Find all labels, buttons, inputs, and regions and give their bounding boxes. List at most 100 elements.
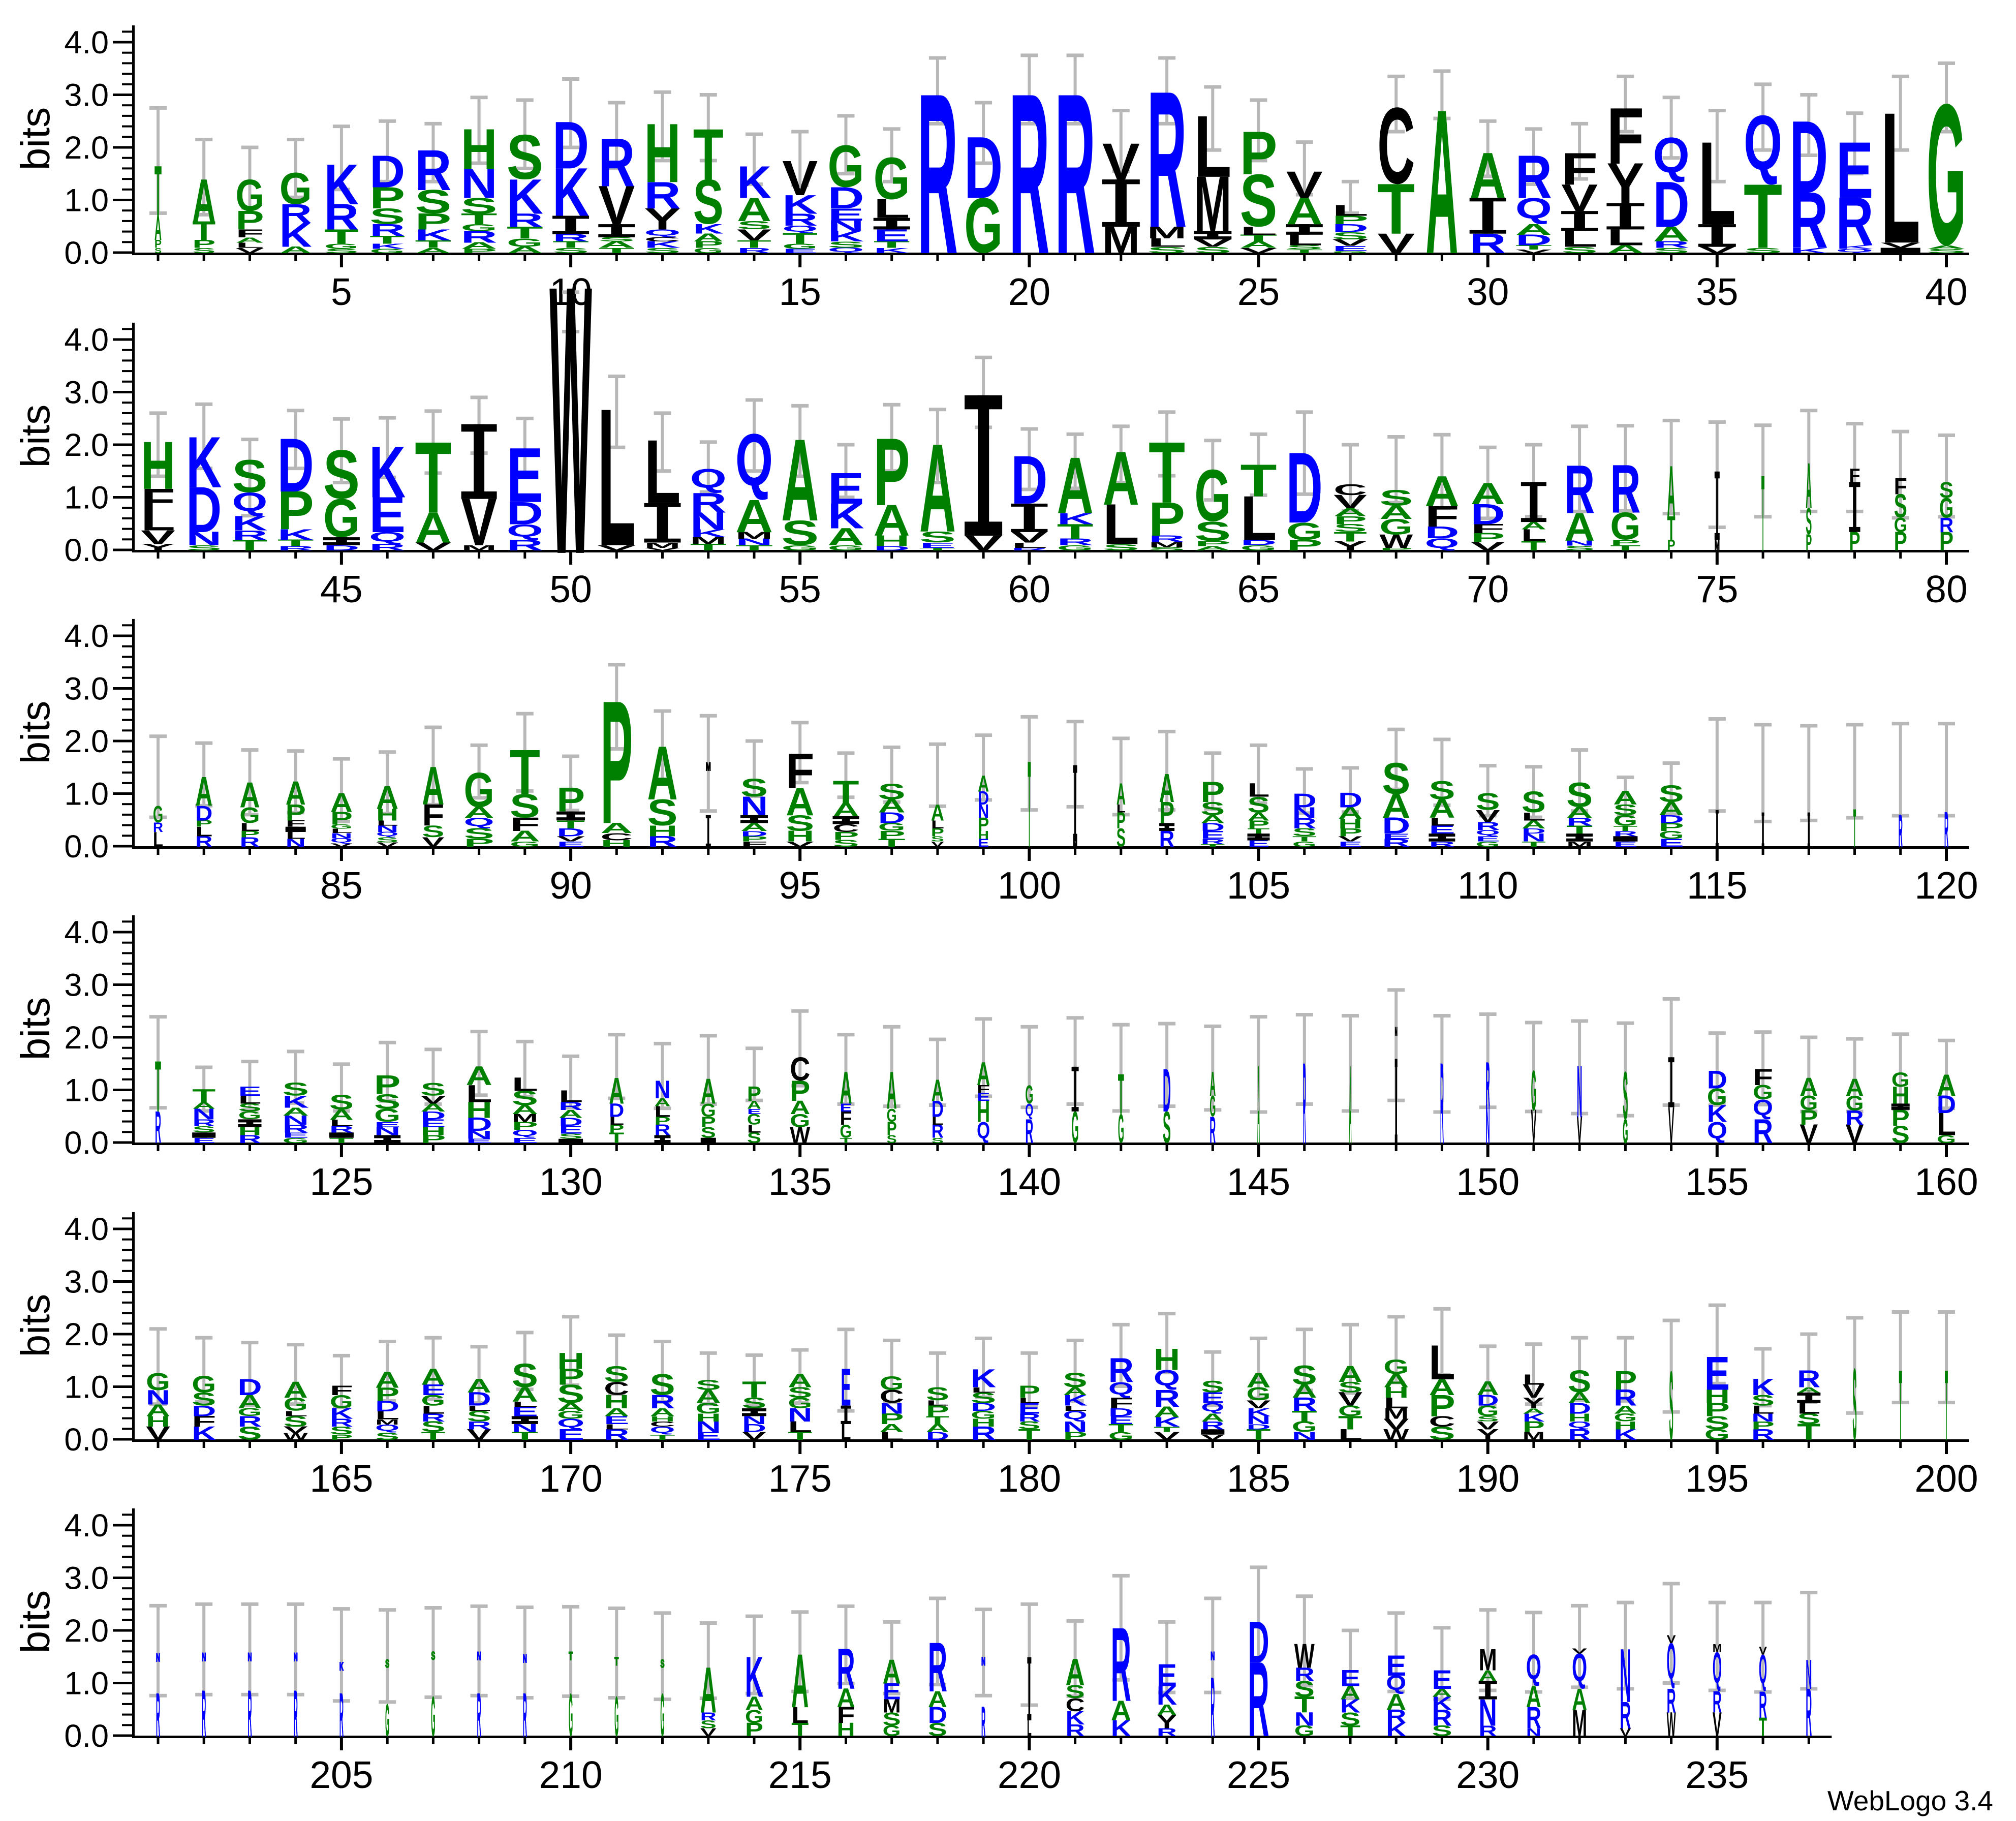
svg-text:T: T xyxy=(874,239,910,250)
svg-text:R: R xyxy=(1713,1685,1722,1719)
svg-text:G: G xyxy=(284,1394,308,1415)
svg-text:R: R xyxy=(1753,1113,1773,1151)
svg-text:E: E xyxy=(883,1679,901,1705)
svg-text:K: K xyxy=(1523,1411,1545,1424)
svg-text:170: 170 xyxy=(539,1457,603,1500)
svg-text:A: A xyxy=(791,1638,809,1724)
svg-text:205: 205 xyxy=(309,1753,373,1796)
svg-text:0.0: 0.0 xyxy=(64,1125,109,1161)
svg-text:N: N xyxy=(477,1650,481,1662)
svg-text:A: A xyxy=(832,799,859,821)
svg-text:A: A xyxy=(330,788,353,818)
svg-text:R: R xyxy=(1018,1411,1040,1424)
svg-text:1.0: 1.0 xyxy=(64,1666,109,1702)
svg-text:A: A xyxy=(146,1401,170,1420)
svg-text:S: S xyxy=(1338,1379,1362,1396)
svg-text:L: L xyxy=(604,1423,629,1431)
svg-text:Q: Q xyxy=(1201,1401,1224,1414)
svg-text:R: R xyxy=(239,835,260,850)
svg-text:F: F xyxy=(840,1108,852,1129)
svg-text:G: G xyxy=(696,1400,721,1417)
svg-text:T: T xyxy=(277,538,314,548)
svg-text:S: S xyxy=(1333,522,1367,534)
svg-text:L: L xyxy=(971,1386,996,1395)
svg-text:Q: Q xyxy=(827,246,864,253)
svg-text:E: E xyxy=(512,1136,538,1145)
svg-text:S: S xyxy=(696,1377,721,1393)
svg-text:S: S xyxy=(919,528,956,545)
svg-text:T: T xyxy=(1899,1351,1902,1462)
svg-text:K: K xyxy=(1751,1373,1775,1400)
svg-text:M: M xyxy=(1383,1405,1409,1423)
svg-text:N: N xyxy=(330,831,353,840)
svg-text:3.0: 3.0 xyxy=(64,1264,109,1300)
svg-text:E: E xyxy=(1476,835,1500,843)
svg-text:N: N xyxy=(1526,1726,1541,1739)
svg-text:4.0: 4.0 xyxy=(64,1212,109,1247)
svg-text:V: V xyxy=(737,226,771,244)
svg-text:N: N xyxy=(376,824,398,834)
svg-text:4.0: 4.0 xyxy=(64,25,109,60)
svg-text:Q: Q xyxy=(1386,1671,1406,1694)
svg-text:H: H xyxy=(1891,1082,1910,1109)
svg-text:T: T xyxy=(690,542,727,552)
svg-text:S: S xyxy=(284,1413,308,1430)
svg-text:R: R xyxy=(280,198,312,229)
svg-text:T: T xyxy=(926,1414,949,1427)
svg-text:A: A xyxy=(1057,440,1094,530)
svg-text:P: P xyxy=(1338,826,1362,839)
svg-text:A: A xyxy=(466,1061,492,1091)
svg-text:G: G xyxy=(964,182,1003,269)
svg-text:R: R xyxy=(1566,816,1593,828)
svg-text:L: L xyxy=(1522,810,1546,823)
svg-text:P: P xyxy=(1894,526,1907,556)
svg-text:D: D xyxy=(1338,788,1362,812)
svg-text:A: A xyxy=(510,828,540,845)
svg-text:L: L xyxy=(421,1403,445,1416)
svg-text:T: T xyxy=(1333,529,1367,544)
svg-text:K: K xyxy=(1247,1406,1271,1418)
svg-text:S: S xyxy=(1623,1058,1628,1133)
svg-text:N: N xyxy=(156,1651,160,1664)
svg-text:N: N xyxy=(1294,1709,1315,1730)
svg-text:G: G xyxy=(557,1408,584,1421)
svg-text:A: A xyxy=(1240,239,1278,250)
svg-text:V: V xyxy=(1561,176,1598,219)
svg-text:S: S xyxy=(1797,1411,1820,1428)
svg-text:E: E xyxy=(977,1091,990,1104)
svg-text:F: F xyxy=(510,814,540,835)
svg-text:Q: Q xyxy=(1572,1646,1587,1689)
svg-text:P: P xyxy=(1800,1105,1818,1129)
svg-text:L: L xyxy=(1018,1396,1040,1405)
svg-text:G: G xyxy=(239,803,260,828)
svg-text:K: K xyxy=(330,1405,353,1422)
svg-text:N: N xyxy=(294,1651,298,1663)
svg-text:P: P xyxy=(557,1364,584,1390)
svg-text:R: R xyxy=(917,46,958,302)
svg-text:A: A xyxy=(1386,1689,1406,1715)
svg-text:M: M xyxy=(1147,223,1187,242)
svg-text:165: 165 xyxy=(309,1457,373,1500)
svg-text:T: T xyxy=(693,114,724,195)
svg-text:L: L xyxy=(1248,780,1270,801)
svg-text:G: G xyxy=(374,1105,400,1126)
svg-text:A: A xyxy=(647,730,678,816)
svg-text:Q: Q xyxy=(512,1128,538,1138)
svg-text:S: S xyxy=(376,836,398,844)
svg-text:S: S xyxy=(369,204,405,229)
svg-text:R: R xyxy=(156,1682,160,1750)
svg-text:Y: Y xyxy=(1157,1711,1177,1733)
svg-text:W: W xyxy=(790,1123,811,1149)
svg-text:D: D xyxy=(369,146,405,197)
svg-text:V: V xyxy=(1846,1120,1864,1149)
svg-text:R: R xyxy=(1806,1675,1812,1751)
svg-text:R: R xyxy=(1149,534,1185,544)
svg-text:V: V xyxy=(330,843,353,848)
svg-text:A: A xyxy=(977,1056,990,1093)
svg-text:G: G xyxy=(1332,251,1369,254)
svg-text:A: A xyxy=(978,771,989,796)
svg-text:2.0: 2.0 xyxy=(64,724,109,759)
svg-text:R: R xyxy=(1653,240,1690,250)
svg-text:E: E xyxy=(192,1136,215,1145)
svg-text:N: N xyxy=(202,1651,206,1663)
